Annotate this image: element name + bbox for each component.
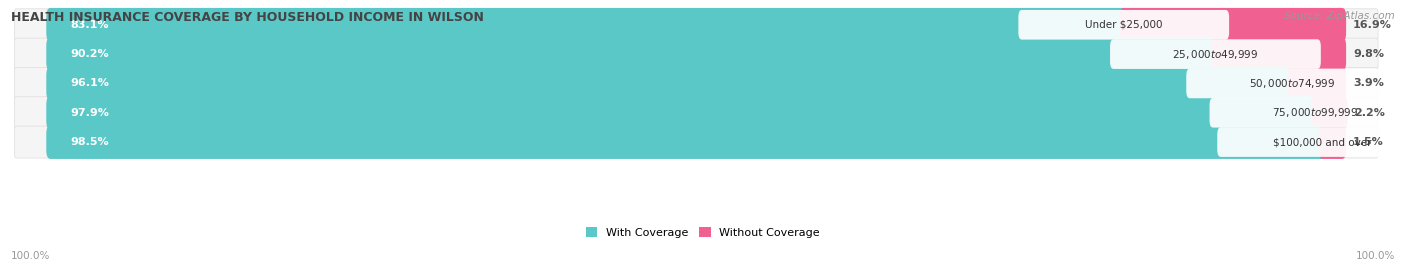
Text: 97.9%: 97.9% — [70, 108, 110, 118]
FancyBboxPatch shape — [1187, 69, 1398, 98]
Legend: With Coverage, Without Coverage: With Coverage, Without Coverage — [582, 223, 824, 242]
FancyBboxPatch shape — [46, 96, 1319, 130]
FancyBboxPatch shape — [14, 97, 1378, 129]
Text: 83.1%: 83.1% — [70, 20, 110, 30]
Text: $50,000 to $74,999: $50,000 to $74,999 — [1249, 77, 1334, 90]
FancyBboxPatch shape — [14, 68, 1378, 100]
FancyBboxPatch shape — [1310, 96, 1347, 130]
FancyBboxPatch shape — [14, 126, 1378, 158]
FancyBboxPatch shape — [1209, 98, 1406, 128]
Text: HEALTH INSURANCE COVERAGE BY HOUSEHOLD INCOME IN WILSON: HEALTH INSURANCE COVERAGE BY HOUSEHOLD I… — [11, 11, 484, 24]
FancyBboxPatch shape — [1111, 39, 1320, 69]
Text: $25,000 to $49,999: $25,000 to $49,999 — [1173, 48, 1258, 61]
Text: 3.9%: 3.9% — [1353, 79, 1384, 89]
Text: 96.1%: 96.1% — [70, 79, 110, 89]
FancyBboxPatch shape — [46, 8, 1128, 42]
Text: $75,000 to $99,999: $75,000 to $99,999 — [1272, 106, 1358, 119]
FancyBboxPatch shape — [14, 38, 1378, 70]
FancyBboxPatch shape — [46, 125, 1327, 159]
Text: $100,000 and over: $100,000 and over — [1274, 137, 1372, 147]
Text: 100.0%: 100.0% — [1355, 251, 1395, 261]
Text: 16.9%: 16.9% — [1353, 20, 1392, 30]
Text: 1.5%: 1.5% — [1353, 137, 1384, 147]
FancyBboxPatch shape — [1218, 127, 1406, 157]
FancyBboxPatch shape — [14, 9, 1378, 41]
Text: 2.2%: 2.2% — [1354, 108, 1385, 118]
FancyBboxPatch shape — [1319, 125, 1346, 159]
Text: Source: ZipAtlas.com: Source: ZipAtlas.com — [1284, 11, 1395, 21]
FancyBboxPatch shape — [46, 66, 1296, 100]
FancyBboxPatch shape — [46, 37, 1219, 71]
Text: Under $25,000: Under $25,000 — [1085, 20, 1163, 30]
FancyBboxPatch shape — [1288, 66, 1346, 100]
FancyBboxPatch shape — [1018, 10, 1229, 40]
FancyBboxPatch shape — [1212, 37, 1346, 71]
Text: 98.5%: 98.5% — [70, 137, 110, 147]
Text: 100.0%: 100.0% — [11, 251, 51, 261]
FancyBboxPatch shape — [1119, 8, 1346, 42]
Text: 9.8%: 9.8% — [1353, 49, 1384, 59]
Text: 90.2%: 90.2% — [70, 49, 110, 59]
